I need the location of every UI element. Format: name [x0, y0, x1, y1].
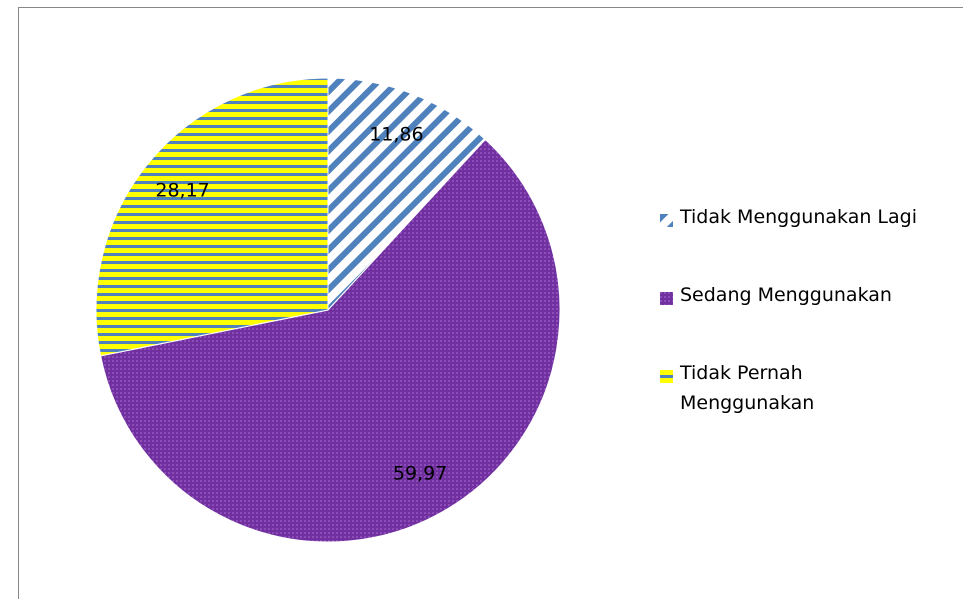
- legend-swatch: [660, 290, 673, 305]
- data-label: 11,86: [369, 123, 423, 145]
- legend-swatch-fill: [660, 370, 673, 383]
- legend-label: Sedang Menggunakan: [680, 284, 892, 306]
- legend-label: Tidak Menggunakan Lagi: [680, 206, 917, 228]
- legend-swatch-fill: [660, 214, 673, 227]
- pie-slice: [327, 77, 487, 312]
- data-label: 59,97: [393, 462, 447, 484]
- legend-swatch: [660, 212, 673, 227]
- pie-slice: [99, 138, 561, 543]
- legend-swatch: [660, 368, 673, 383]
- pie-slice: [95, 77, 329, 357]
- data-label: 28,17: [155, 179, 209, 201]
- legend-swatch-fill: [660, 292, 673, 305]
- legend-label: Tidak Pernah Menggunakan: [680, 362, 815, 414]
